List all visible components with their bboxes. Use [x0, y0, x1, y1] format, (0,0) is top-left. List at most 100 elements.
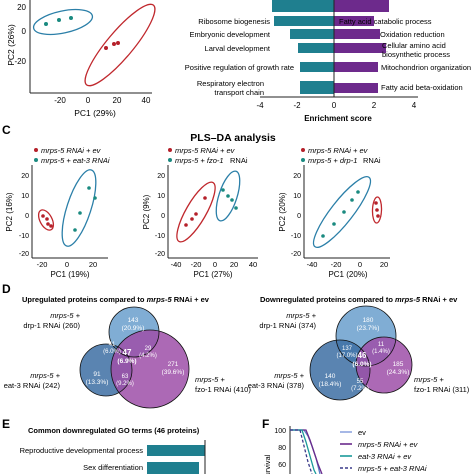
svg-text:mrps-5 RNAi + ev: mrps-5 RNAi + ev [358, 440, 419, 449]
plot-xtick: 0 [213, 260, 217, 269]
legend-label: mrps-5 RNAi + ev [308, 146, 369, 155]
svg-text:(6.0%): (6.0%) [352, 361, 371, 368]
plot-ytick: 10 [157, 193, 165, 200]
cluster-ellipse-blue [32, 8, 94, 36]
data-point [104, 46, 108, 50]
top-enrichment-bars: Ribosome biogenesis Embryonic developmen… [185, 0, 471, 123]
pls-da-plot-3: PC2 (20%) -40 -20 0 20 PC1 (20%) 20 10 0… [278, 165, 390, 279]
legend-label: mrps-5 + fzo-1 [175, 156, 224, 165]
svg-text:140: 140 [325, 373, 336, 380]
bar-xtick: 4 [412, 101, 417, 110]
bar-right [334, 16, 374, 26]
panel-f-survival: 100 80 60 Survival ev mrps-5 RNAi + ev e… [263, 426, 427, 474]
top-ylabel: PC2 (26%) [6, 24, 16, 66]
pls-da-plot-1: PC2 (16%) -20 0 20 PC1 (19%) 20 10 0 -10… [5, 165, 108, 279]
plot-xtick: 20 [380, 260, 388, 269]
plot-ytick: -20 [19, 251, 29, 258]
svg-text:mrps-5 +: mrps-5 + [30, 371, 60, 380]
bar-right [334, 0, 389, 12]
go-term: Reproductive developmental process [20, 446, 144, 455]
panel-letter-e: E [2, 417, 10, 431]
legend-label-tail: RNAi [230, 156, 248, 165]
bar-left [274, 16, 334, 26]
panel-letter-c: C [2, 123, 11, 137]
bar-right [334, 62, 378, 72]
plot-xtick: -20 [331, 260, 342, 269]
svg-text:mrps-5 +: mrps-5 + [286, 311, 316, 320]
panel-e-bars: Reproductive developmental process Sex d… [20, 440, 206, 474]
venn-downregulated: mrps-5 + drp-1 RNAi (374) mrps-5 + eat-3… [248, 305, 470, 401]
svg-text:(13.3%): (13.3%) [86, 379, 109, 386]
plot-ytick: -10 [19, 233, 29, 240]
panel-c-legend-1: mrps-5 RNAi + ev mrps-5 + eat-3 RNAi [34, 146, 110, 165]
svg-text:63: 63 [122, 374, 129, 380]
plot-ytick: 10 [21, 193, 29, 200]
panel-letter-d: D [2, 282, 11, 296]
svg-text:(24.3%): (24.3%) [387, 369, 410, 376]
svg-text:mrps-5 +: mrps-5 + [274, 371, 304, 380]
svg-text:(18.4%): (18.4%) [319, 381, 342, 388]
svg-text:29: 29 [145, 346, 152, 352]
data-point [112, 42, 116, 46]
plot-xtick: 20 [230, 260, 238, 269]
plot-xlabel: PC1 (20%) [328, 270, 367, 279]
go-term-right: Fatty acid catabolic process [339, 17, 432, 26]
plot-xtick: 20 [89, 260, 97, 269]
bar-left [298, 43, 334, 53]
plot-xtick: -20 [37, 260, 48, 269]
svg-text:46: 46 [358, 351, 367, 360]
data-point [116, 41, 120, 45]
go-term-left: transport chain [214, 88, 264, 97]
top-ytick: 20 [17, 3, 26, 12]
plot-ytick: 20 [21, 173, 29, 180]
plot-ylabel: PC2 (9%) [142, 194, 151, 229]
top-pca-plot: 20 0 -20 -20 0 20 40 PC1 (29%) PC2 (26%) [6, 0, 156, 118]
bar-xlabel: Enrichment score [304, 114, 372, 123]
svg-text:11: 11 [378, 342, 385, 348]
data-point [44, 22, 48, 26]
top-ytick: 0 [22, 27, 27, 36]
survival-ylabel: Survival [263, 454, 272, 474]
svg-text:(1.4%): (1.4%) [372, 349, 390, 355]
legend-label-tail: RNAi [363, 156, 381, 165]
go-term: Sex differentiation [83, 463, 143, 472]
svg-text:143: 143 [128, 317, 139, 324]
svg-text:mrps-5 +: mrps-5 + [50, 311, 80, 320]
bar-right [334, 29, 380, 39]
svg-text:(4.2%): (4.2%) [139, 353, 157, 359]
go-term-right: Cellular amino acid [382, 41, 446, 50]
svg-text:(6.0%): (6.0%) [103, 349, 121, 355]
bar [147, 462, 199, 474]
go-term-left: Ribosome biogenesis [198, 17, 270, 26]
top-xtick: 20 [113, 96, 122, 105]
top-xtick: 0 [86, 96, 91, 105]
go-term-right: Mitochondrion organization [381, 63, 471, 72]
top-ytick: -20 [14, 57, 26, 66]
svg-text:271: 271 [168, 361, 179, 368]
legend-label: mrps-5 RNAi + ev [175, 146, 236, 155]
plot-xlabel: PC1 (27%) [193, 270, 232, 279]
svg-text:(20.9%): (20.9%) [122, 325, 145, 332]
bar-left [290, 29, 334, 39]
bar-left [300, 62, 334, 72]
svg-text:mrps-5 +: mrps-5 + [414, 375, 444, 384]
svg-text:(6.9%): (6.9%) [117, 358, 136, 365]
svg-text:mrps-5 +: mrps-5 + [195, 375, 225, 384]
svg-text:(39.6%): (39.6%) [162, 369, 185, 376]
panel-d-up-title: Upregulated proteins compared to mrps-5 … [22, 295, 210, 304]
legend-label: mrps-5 + eat-3 RNAi [41, 156, 110, 165]
svg-text:eat-3 RNAi + ev: eat-3 RNAi + ev [358, 452, 412, 461]
venn-upregulated: mrps-5 + drp-1 RNAi (260) mrps-5 + eat-3… [4, 306, 251, 409]
plot-ylabel: PC2 (16%) [5, 192, 14, 231]
bar [147, 445, 205, 456]
plot-ytick: -20 [291, 251, 301, 258]
plot-ytick: -10 [155, 233, 165, 240]
plot-ylabel: PC2 (20%) [278, 192, 287, 231]
svg-text:(9.2%): (9.2%) [116, 381, 134, 387]
plot-ytick: 20 [293, 173, 301, 180]
bar-xtick: 2 [372, 101, 377, 110]
data-point [69, 16, 73, 20]
legend-label: mrps-5 + drp-1 [308, 156, 357, 165]
svg-text:(7.2%): (7.2%) [351, 386, 369, 392]
svg-text:41: 41 [109, 342, 116, 348]
